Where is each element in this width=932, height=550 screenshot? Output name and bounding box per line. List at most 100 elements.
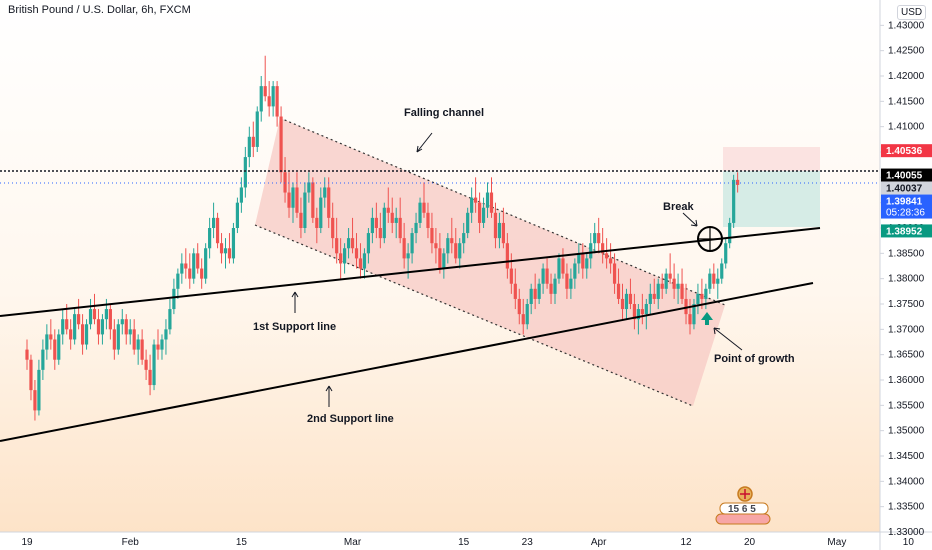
candle [509,253,513,294]
candle [80,314,85,355]
candle [319,187,323,234]
candle-body [239,187,243,203]
first-support-line [0,227,821,317]
candle-body [517,298,521,315]
candle-body [628,293,633,304]
candle [736,172,740,193]
candle [442,248,446,279]
candle-body [152,344,156,386]
candle [390,197,394,234]
candle [481,197,486,228]
candle [29,354,33,401]
candle [88,298,93,330]
candle-body [664,273,668,289]
candle-body [422,202,426,213]
candle [259,76,263,122]
falling-channel-lower-line [254,224,694,407]
candle-body [489,192,494,213]
candle [692,298,696,330]
candle [612,253,617,294]
candle-body [291,187,295,208]
events-badge[interactable]: 15 6 5 [715,486,771,525]
candle [608,243,613,274]
candle-body [442,253,446,269]
candle [176,268,180,299]
candle-body [311,182,315,218]
first-support-label: 1st Support line [253,321,336,333]
candle-body [557,258,561,279]
candle-body [509,268,513,284]
candle-body [29,359,33,391]
time-tick-label-5: 23 [522,537,534,548]
candle-body [164,329,168,340]
candle [414,212,418,244]
candle-body [354,248,359,259]
candle-body [426,212,430,228]
candle [684,283,688,325]
candle-body [716,278,720,284]
candle-body [660,283,664,289]
candle-body [728,222,732,244]
candle-body [418,202,422,223]
falling-channel-label: Falling channel [404,107,484,119]
candle-body [378,228,382,239]
candle-body [589,243,593,259]
candle [180,253,184,284]
candle-body [343,248,347,264]
candle-body [112,329,116,350]
candle [100,314,105,345]
price-tick-label-11: 1.37500 [888,299,925,310]
candle-body [350,238,355,249]
price-tick-label-1: 1.42500 [888,46,925,57]
candle-body [620,298,625,310]
currency-button[interactable]: USD [897,5,927,20]
events-pill-2[interactable] [715,513,771,525]
candle [585,253,589,279]
price-label-bg-2 [881,181,932,195]
candle-body [299,212,303,228]
candle [636,304,640,335]
candle-body [632,304,637,320]
candle [124,314,128,345]
candle [386,187,390,223]
candle-body [41,349,45,370]
price-axis-background [880,0,932,532]
candle [120,309,124,335]
candle-body [84,324,89,345]
candle-body [275,86,279,117]
symbol-title[interactable]: British Pound / U.S. Dollar, 6h, FXCM [8,4,191,16]
candle [243,146,247,198]
candle-body [446,238,450,254]
candle-body [88,309,93,325]
candle [184,248,188,279]
price-label-bg-3 [881,194,932,219]
candle [676,273,680,304]
candle [84,319,89,350]
candle-body [255,111,259,147]
candle-body [366,233,371,254]
candle-body [339,253,343,264]
candle-body [712,273,716,284]
candle [136,334,140,365]
candle [553,273,557,304]
candle [144,349,148,380]
price-label-bg-1 [881,168,932,182]
candle-body [37,369,41,411]
candle-body [25,349,29,360]
candle [394,207,398,239]
candle [708,268,712,294]
candle-body [180,263,184,274]
candle-body [80,324,85,345]
candle [211,202,216,239]
price-tick-label-10: 1.38000 [888,274,925,285]
candle [188,253,192,289]
candle [128,319,132,345]
candle-body [501,222,505,244]
candle-body [188,268,192,279]
candle [112,319,116,360]
candle-body [477,202,482,223]
candle-body [116,324,120,350]
candle-body [267,96,271,107]
candle [624,288,629,320]
